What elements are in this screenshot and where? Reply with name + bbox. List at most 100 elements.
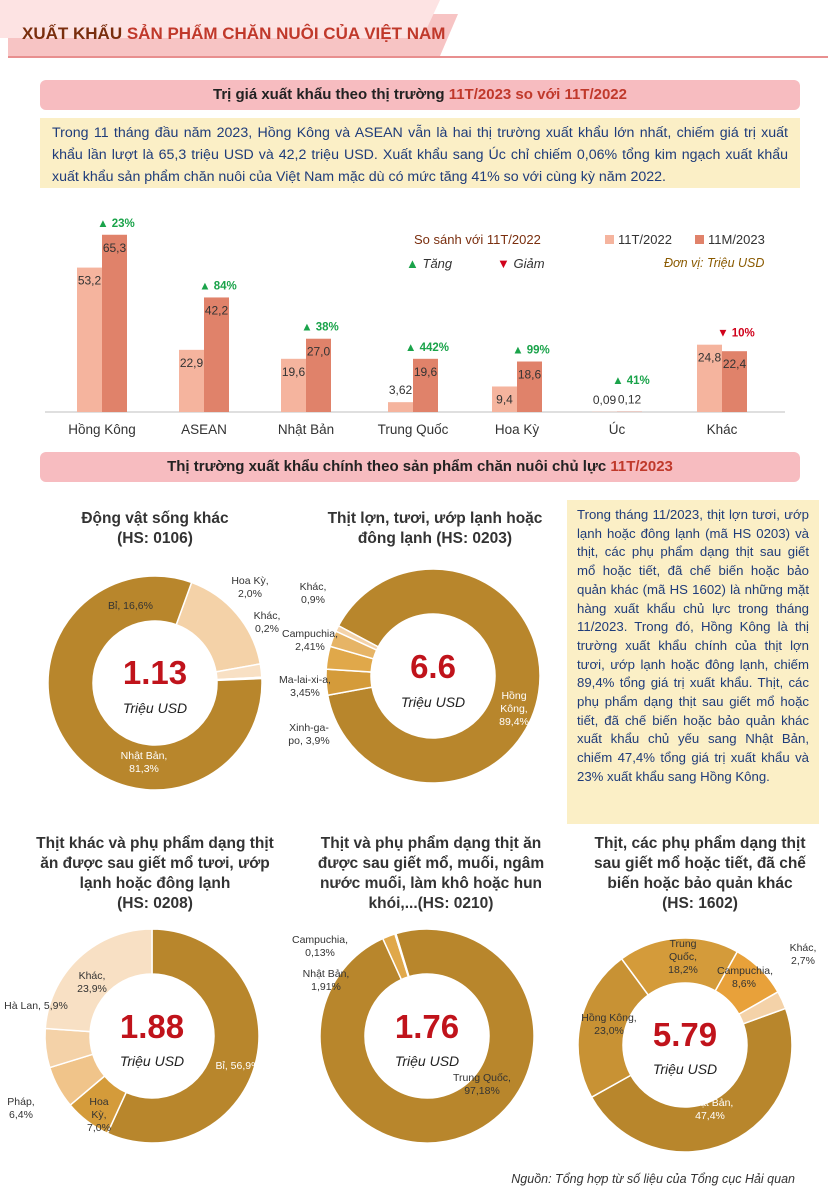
bar-2023-4	[517, 361, 542, 412]
page-title-part1: XUẤT KHẨU	[22, 24, 123, 43]
bar-value-label: 19,6	[414, 365, 438, 379]
pie3-title-line3: lạnh hoặc đông lạnh	[79, 875, 231, 892]
pie4-title-line4: khói,...(HS: 0210)	[368, 895, 494, 912]
legend-up: ▲ Tăng	[406, 256, 452, 271]
pie4-title-line1: Thịt và phụ phẩm dạng thịt ăn	[320, 835, 542, 852]
pie4-title-line2: được sau giết mổ, muối, ngâm	[317, 855, 545, 872]
pie1-label-1: Hoa Kỳ, 2,0%	[231, 575, 269, 600]
pie5-label-0: Nhật Bản, 47,4%	[686, 1097, 734, 1122]
pie3-label-1: Hoa Kỳ, 7,0%	[87, 1096, 111, 1134]
legend-up-icon: ▲	[406, 256, 419, 271]
change-label: ▲ 84%	[199, 280, 237, 292]
bar-value-label: 65,3	[103, 241, 127, 255]
pie5-label-1: Hồng Kông, 23,0%	[581, 1012, 637, 1037]
change-label: ▲ 99%	[512, 345, 550, 357]
bar-2023-3	[413, 358, 438, 412]
pie2-label-0: Hồng Kông, 89,4%	[499, 690, 529, 728]
pie4-label-1: Nhật Bản, 1,91%	[302, 968, 350, 993]
pie3-title-line2: ăn được sau giết mổ tươi, ướp	[40, 855, 270, 872]
pie5-title-line4: (HS: 1602)	[662, 895, 738, 912]
legend-down-icon: ▼	[497, 256, 510, 271]
pie3-title-line1: Thịt khác và phụ phẩm dạng thịt	[36, 835, 274, 852]
x-tick-label: Trung Quốc	[378, 422, 449, 437]
bar-chart: 53,2 65,3 ▲ 23% Hồng Kông 22,9 42,2 ▲ 84% ASEAN…	[45, 218, 785, 437]
x-tick-label: Hồng Kông	[68, 422, 136, 437]
pie5-title-line2: sau giết mổ hoặc tiết, đã chế	[594, 855, 806, 872]
pie5-center-value: 5.79	[652, 1016, 718, 1053]
pie2-title-line2: đông lạnh (HS: 0203)	[357, 530, 513, 547]
note-box: Trong tháng 11/2023, thịt lợn tươi, ướp …	[567, 500, 819, 824]
legend-down: ▼ Giảm	[497, 256, 545, 271]
pie1-label-0: Bỉ, 16,6%	[108, 600, 153, 612]
legend-down-label: Giảm	[513, 256, 545, 271]
bar-value-label: 0,09	[593, 393, 617, 407]
pie2-label-2: Ma-lai-xi-a, 3,45%	[279, 674, 331, 699]
pie2-center-unit: Triệu USD	[400, 694, 466, 710]
section2-title-prefix: Thị trường xuất khẩu chính theo sản phẩm…	[167, 458, 611, 475]
bar-value-label: 19,6	[282, 365, 306, 379]
donut-hole	[623, 983, 747, 1107]
bar-value-label: 53,2	[78, 274, 102, 288]
pie3-label-2: Pháp, 6,4%	[7, 1096, 35, 1121]
legend-series-2: 11M/2023	[695, 232, 765, 247]
bar-value-label: 22,9	[180, 356, 204, 370]
bar-value-label: 18,6	[518, 368, 542, 382]
unit-label: Đơn vị: Triệu USD	[664, 256, 765, 270]
section1-title-prefix: Trị giá xuất khẩu theo thị trường	[212, 86, 449, 103]
pie3-label-0: Bỉ, 56,9%	[215, 1060, 261, 1072]
pie1-title: Động vật sống khác (HS: 0106)	[45, 509, 265, 549]
pie5-label-4: Khác, 2,7%	[789, 942, 817, 967]
pie4-title-line3: nước muối, làm khô hoặc hun	[319, 875, 543, 892]
x-tick-label: ASEAN	[181, 422, 227, 437]
change-label: ▲ 38%	[301, 322, 339, 334]
pie1-title-line1: Động vật sống khác	[81, 510, 229, 527]
bar-2022-0	[77, 267, 102, 412]
pie2-label-1: Xinh-ga-po, 3,9%	[288, 722, 330, 747]
bar-2023-2	[306, 338, 331, 412]
pie1-center-unit: Triệu USD	[122, 700, 188, 716]
bar-value-label: 42,2	[205, 303, 229, 317]
change-label: ▲ 442%	[405, 342, 449, 354]
change-label: ▲ 23%	[97, 218, 135, 230]
intro-text: Trong 11 tháng đầu năm 2023, Hồng Kông v…	[40, 118, 800, 188]
pie5-label-2: Trung Quốc, 18,2%	[668, 938, 698, 976]
bar-value-label: 24,8	[698, 351, 722, 365]
pie3-center-unit: Triệu USD	[119, 1053, 185, 1069]
section2-banner: Thị trường xuất khẩu chính theo sản phẩm…	[40, 452, 800, 482]
legend-swatch-2	[695, 235, 704, 244]
bar-2022-2	[281, 358, 306, 412]
section2-title-highlight: 11T/2023	[610, 458, 673, 475]
pie4-title: Thịt và phụ phẩm dạng thịt ăn được sau g…	[296, 834, 566, 914]
legend-series-2-label: 11M/2023	[708, 232, 765, 247]
source-note: Nguồn: Tổng hợp từ số liệu của Tổng cục …	[511, 1172, 795, 1186]
change-label: ▲ 41%	[612, 375, 650, 387]
pie2-center-value: 6.6	[410, 648, 456, 685]
legend-series-1-label: 11T/2022	[618, 232, 672, 247]
donut-hole	[371, 614, 495, 738]
x-tick-label: Khác	[707, 422, 738, 437]
pie4-label-0: Trung Quốc, 97,18%	[453, 1072, 511, 1097]
pie2-title: Thịt lợn, tươi, ướp lạnh hoặc đông lạnh …	[300, 509, 570, 549]
legend-series-1: 11T/2022	[605, 232, 672, 247]
pie2-title-line1: Thịt lợn, tươi, ướp lạnh hoặc	[327, 510, 543, 527]
legend-swatch-1	[605, 235, 614, 244]
pie1-title-line2: (HS: 0106)	[117, 530, 193, 547]
bar-2022-6	[697, 344, 722, 412]
pie1-label-2: Khác, 0,2%	[253, 610, 281, 635]
bar-value-label: 0,12	[618, 393, 642, 407]
pie2-label-4: Khác, 0,9%	[299, 581, 327, 606]
bar-value-label: 9,4	[496, 392, 513, 406]
bar-2023-1	[204, 297, 229, 412]
pie5-title: Thịt, các phụ phẩm dạng thịt sau giết mổ…	[570, 834, 830, 914]
bar-2022-3	[388, 402, 413, 412]
bar-2022-4	[492, 386, 517, 412]
donut-hole	[90, 974, 214, 1098]
legend-up-label: Tăng	[422, 256, 453, 271]
pie3-label-4: Khác, 23,9%	[77, 970, 107, 995]
pie4-center-unit: Triệu USD	[394, 1053, 460, 1069]
bar-2023-6	[722, 351, 747, 412]
